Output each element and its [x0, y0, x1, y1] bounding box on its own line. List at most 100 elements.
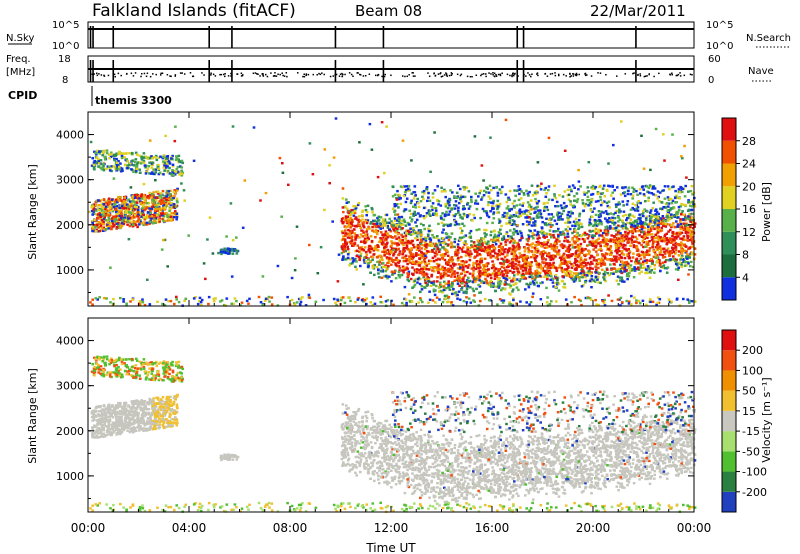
heatmap-cell [599, 259, 603, 262]
heatmap-cell [455, 248, 458, 252]
heatmap-cell [545, 223, 549, 227]
heatmap-cell [572, 272, 576, 275]
heatmap-cell [666, 251, 670, 254]
heatmap-cell [404, 268, 408, 271]
heatmap-cell [534, 270, 538, 273]
heatmap-cell [515, 278, 519, 281]
heatmap-cell [646, 265, 650, 268]
heatmap-cell [544, 186, 547, 190]
heatmap-cell [601, 254, 605, 257]
heatmap-cell [341, 257, 345, 260]
heatmap-cell [523, 253, 526, 257]
heatmap-cell [448, 204, 451, 207]
heatmap-cell [611, 216, 614, 219]
heatmap-cell [505, 265, 509, 269]
heatmap-cell [394, 262, 397, 265]
heatmap-cell [457, 239, 461, 242]
nave-point [302, 75, 304, 78]
heatmap-cell [411, 232, 415, 236]
heatmap-cell [690, 253, 694, 256]
heatmap-cell [647, 186, 651, 190]
heatmap-cell [424, 241, 427, 244]
heatmap-cell [647, 196, 650, 199]
heatmap-cell [497, 268, 501, 271]
heatmap-cell [428, 213, 431, 216]
nave-point [493, 72, 496, 75]
nave-point [450, 74, 453, 77]
heatmap-cell [577, 227, 580, 230]
heatmap-cell [563, 233, 566, 236]
heatmap-cell [347, 251, 351, 254]
nave-point [241, 74, 244, 77]
heatmap-cell [659, 217, 663, 220]
heatmap-cell [521, 276, 524, 279]
nave-point [334, 73, 336, 76]
heatmap-cell [435, 258, 438, 262]
nave-point [381, 75, 383, 78]
heatmap-cell [415, 225, 418, 228]
heatmap-cell [109, 225, 113, 228]
heatmap-cell [472, 261, 475, 265]
heatmap-cell [442, 271, 446, 275]
heatmap-cell [642, 245, 645, 249]
heatmap-cell [501, 274, 505, 278]
heatmap-cell [538, 271, 542, 274]
heatmap-cell [617, 220, 620, 223]
heatmap-cell [103, 216, 106, 219]
heatmap-cell [618, 208, 621, 211]
heatmap-cell [442, 247, 446, 250]
heatmap-cell [636, 224, 639, 227]
heatmap-cell [642, 188, 645, 191]
heatmap-cell [656, 228, 659, 231]
heatmap-cell [483, 245, 487, 249]
heatmap-cell [658, 200, 661, 203]
heatmap-cell [431, 233, 434, 237]
heatmap-cell [528, 272, 531, 275]
heatmap-cell [518, 208, 522, 211]
heatmap-cell [573, 227, 576, 231]
nave-point [501, 72, 503, 75]
heatmap-cell [482, 194, 486, 197]
heatmap-cell [619, 255, 623, 259]
heatmap-cell [117, 195, 120, 199]
heatmap-cell [115, 219, 119, 222]
heatmap-cell [376, 229, 380, 233]
heatmap-cell [505, 200, 509, 204]
heatmap-cell [442, 273, 446, 276]
heatmap-cell [522, 273, 525, 277]
nave-point [584, 74, 587, 77]
heatmap-cell [370, 247, 373, 250]
heatmap-cell [447, 267, 450, 271]
heatmap-cell [490, 201, 493, 204]
heatmap-cell [372, 224, 376, 227]
heatmap-cell [586, 199, 589, 202]
heatmap-cell [395, 223, 399, 227]
heatmap-cell [486, 243, 490, 247]
nave-point [511, 73, 514, 75]
heatmap-cell [688, 224, 692, 227]
heatmap-cell [454, 250, 457, 254]
heatmap-cell [363, 246, 367, 249]
heatmap-cell [619, 243, 622, 246]
heatmap-cell [409, 216, 412, 219]
heatmap-cell [515, 241, 518, 245]
nave-point [493, 75, 496, 78]
nave-point [514, 72, 516, 75]
heatmap-cell [381, 250, 384, 253]
heatmap-cell [435, 253, 439, 256]
heatmap-cell [639, 262, 642, 265]
heatmap-cell [104, 201, 108, 204]
heatmap-cell [468, 213, 472, 216]
heatmap-cell [477, 247, 481, 251]
heatmap-cell [520, 190, 523, 193]
heatmap-cell [576, 239, 579, 242]
heatmap-cell [567, 250, 571, 253]
heatmap-cell [426, 233, 430, 236]
heatmap-cell [413, 283, 417, 287]
heatmap-cell [658, 220, 661, 224]
heatmap-cell [385, 237, 388, 241]
heatmap-cell [453, 207, 457, 210]
heatmap-cell [507, 259, 511, 263]
heatmap-cell [453, 240, 456, 244]
nave-point [624, 73, 627, 75]
